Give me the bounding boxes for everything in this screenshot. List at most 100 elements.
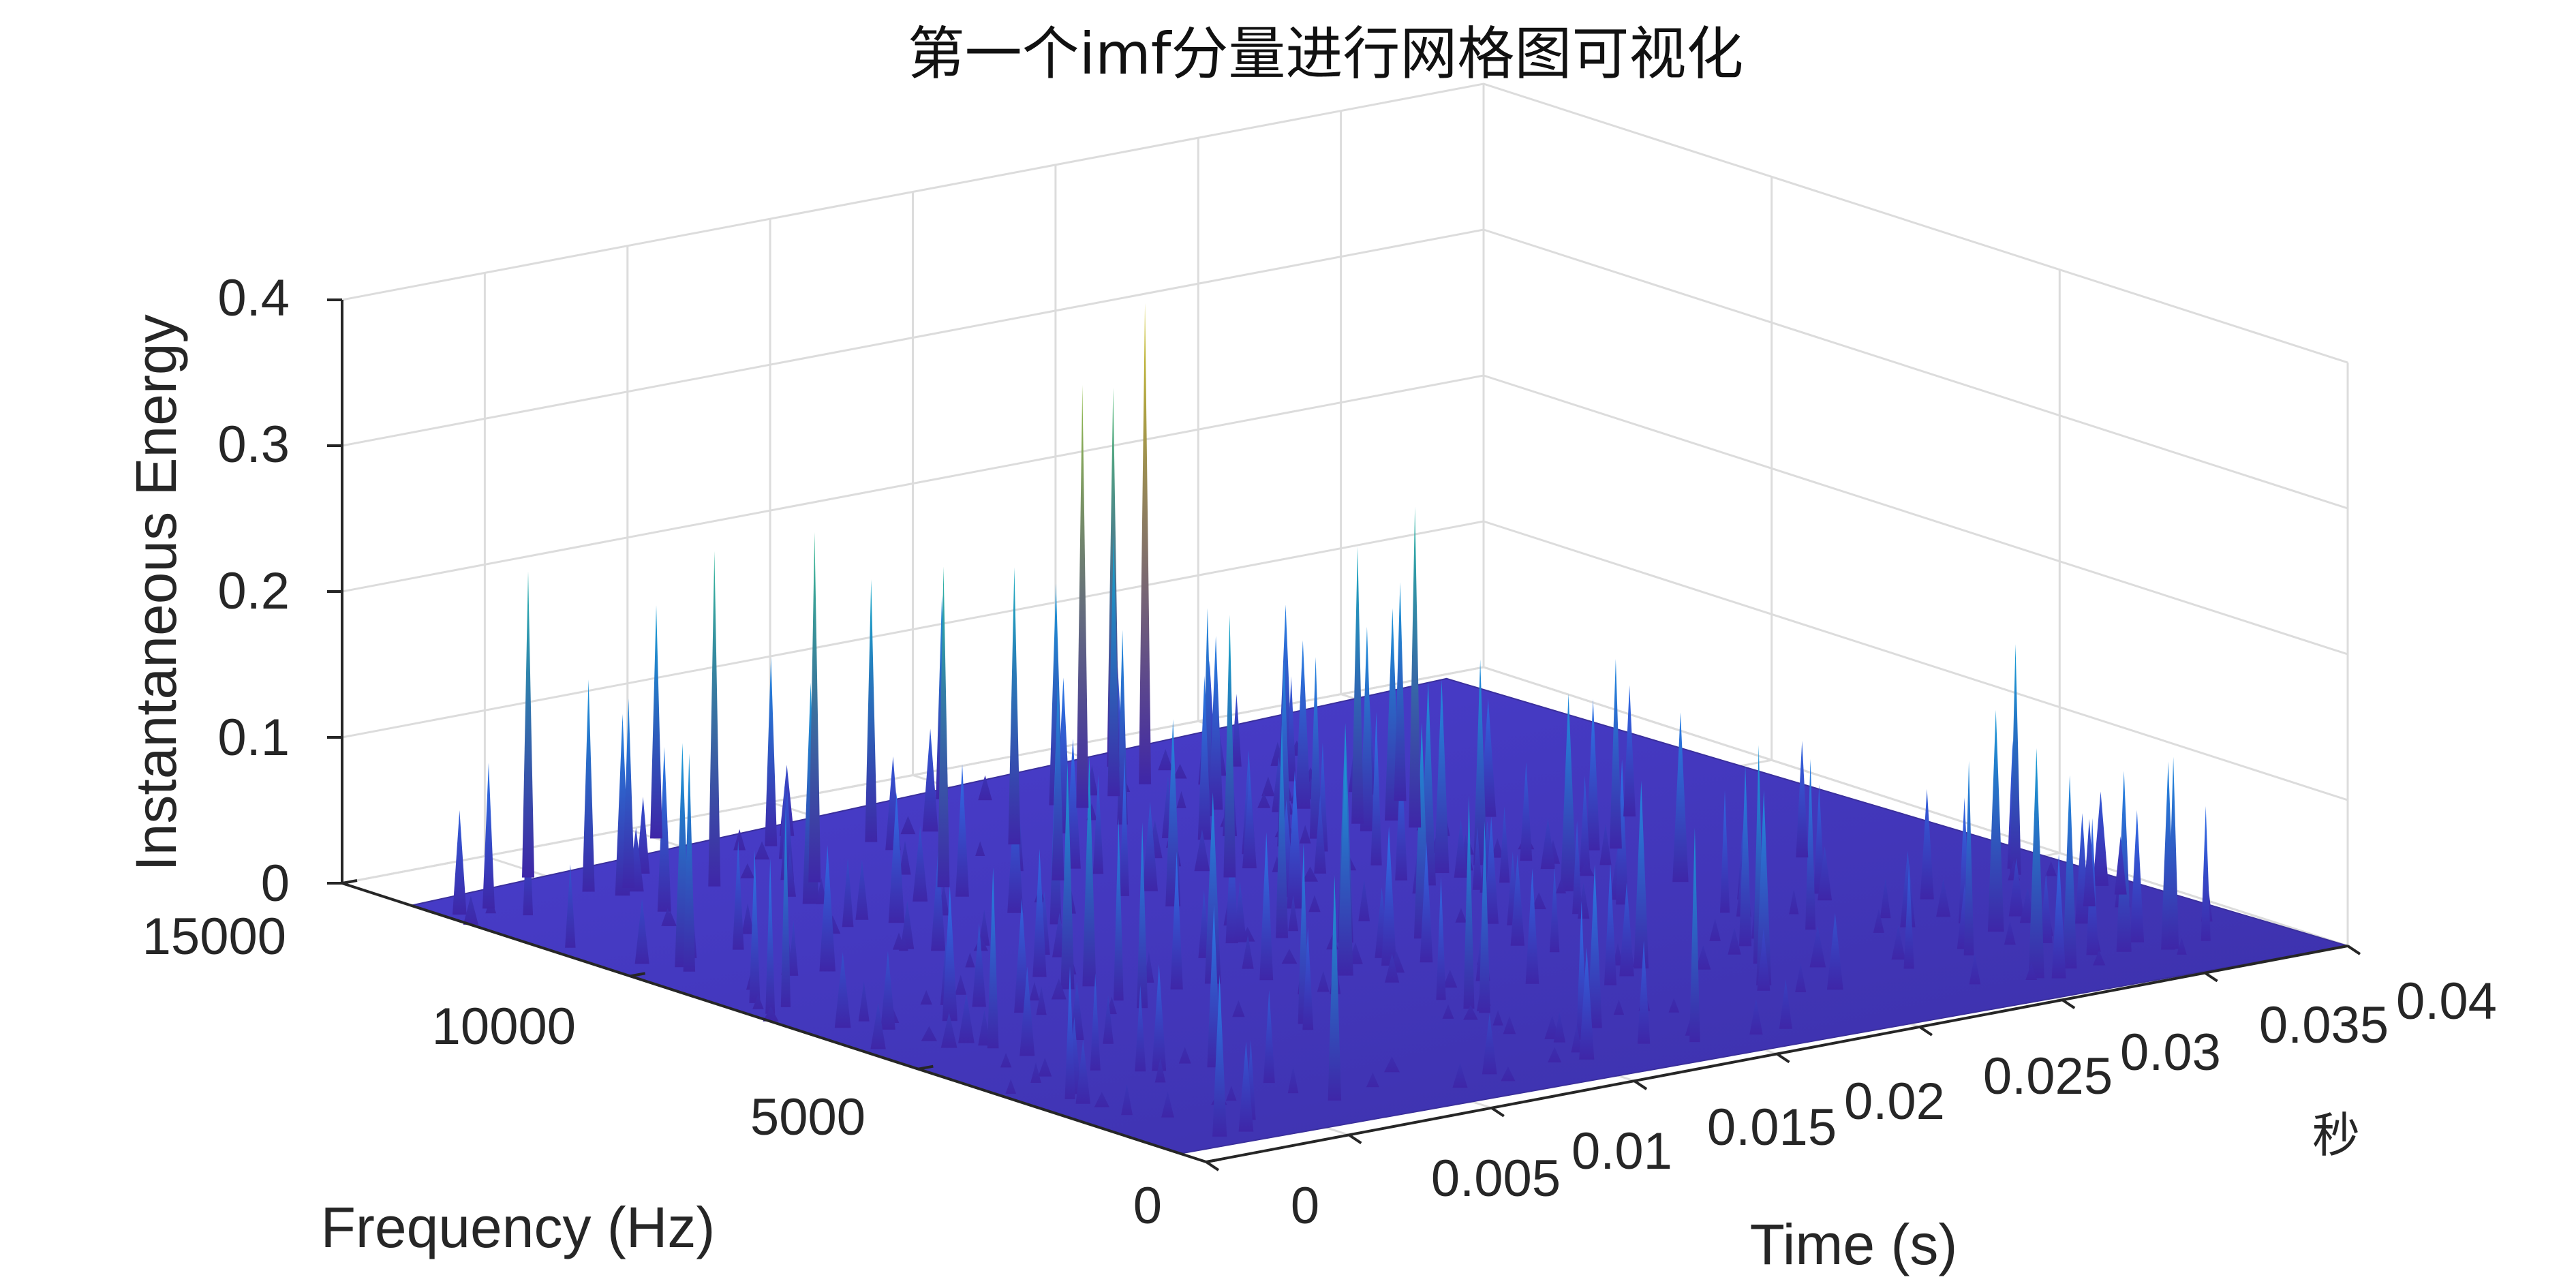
noise-spike [1757, 928, 1770, 991]
peak-spike [2083, 818, 2096, 906]
noise-spike [1242, 934, 1254, 969]
noise-spike [1263, 990, 1275, 1084]
noise-spike [763, 1007, 779, 1022]
noise-spike [1963, 761, 1974, 955]
noise-spike [1491, 838, 1504, 858]
x-tick [1348, 1133, 1362, 1145]
noise-spike [1728, 927, 1741, 955]
noise-spike [1242, 773, 1257, 869]
y-tick [630, 972, 646, 978]
noise-spike [1314, 795, 1327, 874]
x-tick [1918, 1026, 1933, 1037]
x-tick [1205, 1161, 1220, 1171]
noise-spike [1709, 918, 1721, 941]
noise-spike [663, 910, 677, 926]
noise-spike [2093, 950, 2106, 966]
noise-spike [2167, 756, 2179, 949]
noise-spikes [453, 583, 2213, 1137]
z-tick-label: 0.3 [217, 416, 290, 474]
noise-spike [921, 1026, 937, 1041]
noise-spike [1920, 788, 1934, 900]
noise-spike [749, 850, 761, 1003]
noise-spike [1288, 895, 1299, 932]
noise-spike [463, 895, 478, 925]
noise-spike [1452, 1062, 1468, 1088]
x-tick-label: 0.03 [2120, 1024, 2221, 1082]
noise-spike [1604, 863, 1617, 985]
noise-spike [819, 845, 835, 972]
noise-spike [453, 810, 467, 915]
noise-spike [1259, 832, 1274, 981]
noise-spike [1619, 882, 1634, 977]
gridline [341, 82, 2348, 364]
noise-spike [634, 898, 649, 964]
noise-spike [816, 878, 827, 904]
x-tick [1776, 1052, 1790, 1064]
noise-spike [1873, 908, 1884, 933]
noise-spike [1381, 826, 1397, 966]
noise-spike [1178, 1047, 1191, 1064]
peak-spike [808, 532, 821, 883]
noise-spike [880, 951, 895, 1030]
noise-spike [979, 909, 990, 946]
noise-spike [972, 923, 986, 1007]
noise-spike [1579, 776, 1591, 872]
noise-spike [1572, 821, 1582, 915]
noise-spike [1720, 790, 1730, 913]
noise-spike [1499, 806, 1510, 883]
noise-spike [940, 1012, 957, 1048]
noise-spike [1463, 1005, 1478, 1020]
x-tick-label: 0.025 [1983, 1047, 2113, 1105]
peak-spike [1796, 741, 1809, 858]
noise-spike [1121, 1084, 1133, 1116]
noise-spike [898, 934, 908, 951]
noise-spike [1358, 879, 1370, 921]
noise-spike [1014, 898, 1030, 1013]
noise-spike [1069, 981, 1084, 1040]
noise-spike [1287, 770, 1303, 909]
x-tick [1634, 1079, 1648, 1090]
noise-spike [1473, 659, 1487, 865]
noise-spike [2004, 921, 2016, 945]
noise-spike [1613, 999, 1625, 1015]
noise-spike [1525, 868, 1539, 984]
z-axis-label: Instantaneous Energy [124, 314, 188, 871]
noise-spike [740, 863, 755, 878]
peak-spike [765, 656, 778, 846]
y-tick-label: 10000 [432, 998, 576, 1056]
x-tick [2204, 971, 2218, 983]
noise-spike [1328, 875, 1342, 1101]
z-tick-label: 0 [261, 855, 290, 913]
noise-spike [987, 867, 999, 1049]
noise-spike [834, 952, 851, 1028]
noise-spike [1479, 821, 1490, 1013]
noise-spike [1571, 1025, 1582, 1053]
noise-spike [1891, 925, 1905, 960]
peak-spike [865, 579, 878, 842]
data-peaks [482, 303, 2127, 909]
y-ticks: 0 5000 10000 15000 [142, 908, 1162, 1235]
noise-spike [1308, 895, 1321, 913]
y-axis-line [341, 882, 1207, 1163]
noise-spike [1366, 1072, 1379, 1088]
z-tick-label: 0.2 [217, 562, 290, 620]
noise-spike [752, 994, 764, 1009]
noise-spike [1360, 626, 1374, 831]
x-axis-label: Time (s) [1750, 1212, 1958, 1276]
noise-spike [1385, 953, 1400, 983]
noise-spike [1302, 927, 1314, 1030]
noise-spike [1738, 765, 1752, 947]
noise-spike [1135, 985, 1146, 1072]
noise-spike [1238, 1041, 1254, 1132]
noise-spike [1548, 1047, 1562, 1062]
noise-spike [1295, 640, 1310, 809]
peak-spike [622, 698, 635, 888]
noise-spike [1082, 756, 1097, 987]
axes [327, 298, 2361, 1171]
y-tick [341, 879, 358, 885]
noise-spike [1472, 827, 1482, 890]
noise-spike [1668, 998, 1680, 1013]
noise-spike [1826, 913, 1843, 990]
noise-spike [1779, 979, 1792, 1029]
noise-spike [978, 775, 992, 801]
